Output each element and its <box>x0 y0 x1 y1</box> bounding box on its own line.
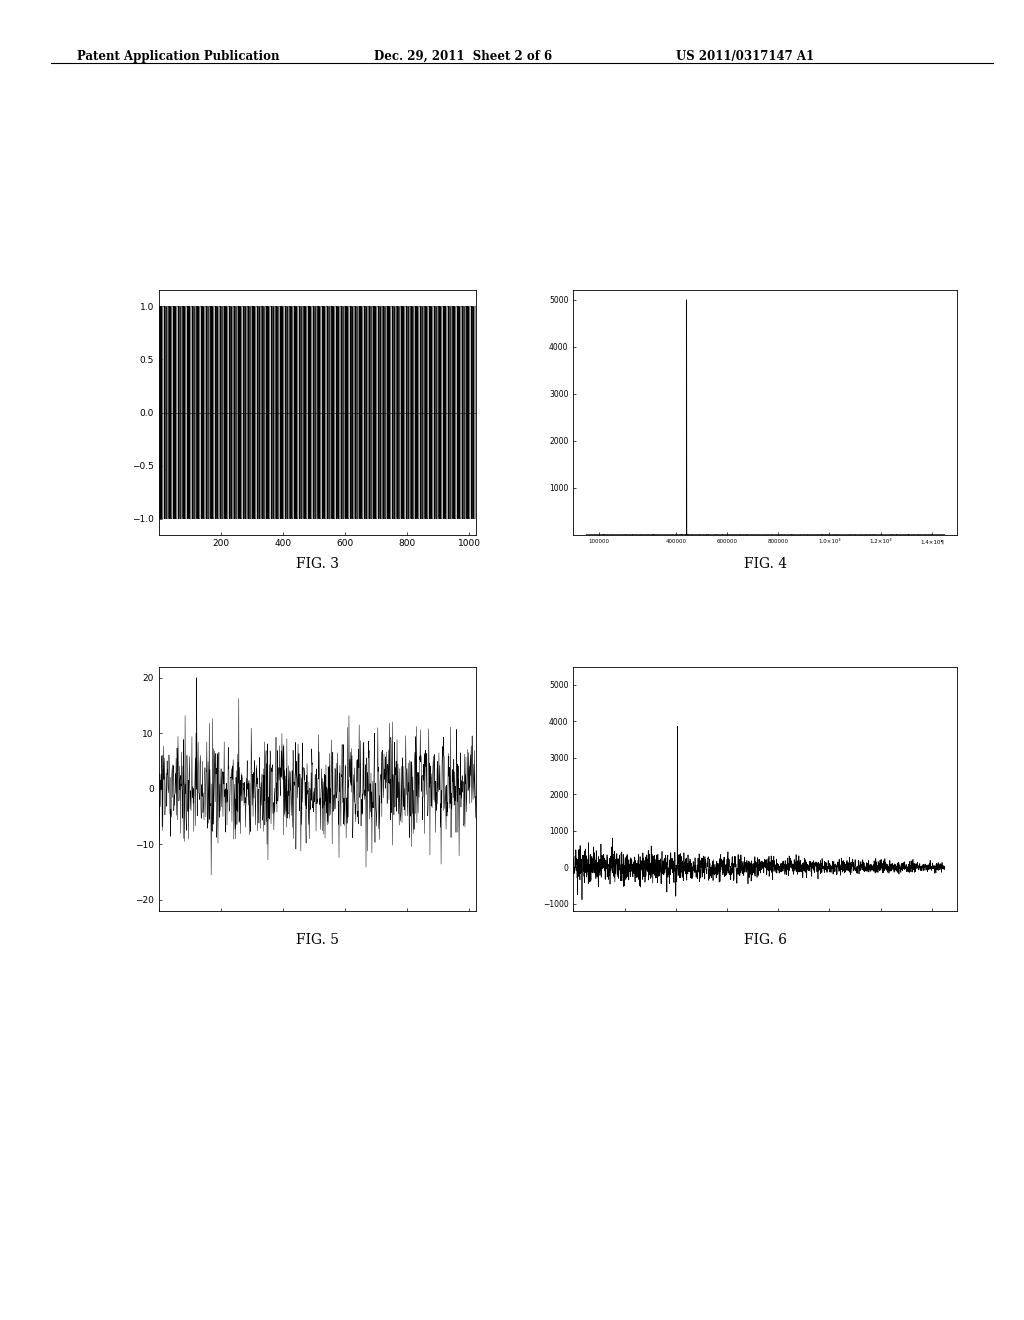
Text: Dec. 29, 2011  Sheet 2 of 6: Dec. 29, 2011 Sheet 2 of 6 <box>374 50 552 63</box>
Text: US 2011/0317147 A1: US 2011/0317147 A1 <box>676 50 814 63</box>
Text: FIG. 6: FIG. 6 <box>744 933 787 946</box>
Text: FIG. 5: FIG. 5 <box>296 933 339 946</box>
Text: Patent Application Publication: Patent Application Publication <box>77 50 280 63</box>
Text: FIG. 4: FIG. 4 <box>744 557 787 570</box>
Text: FIG. 3: FIG. 3 <box>296 557 339 570</box>
